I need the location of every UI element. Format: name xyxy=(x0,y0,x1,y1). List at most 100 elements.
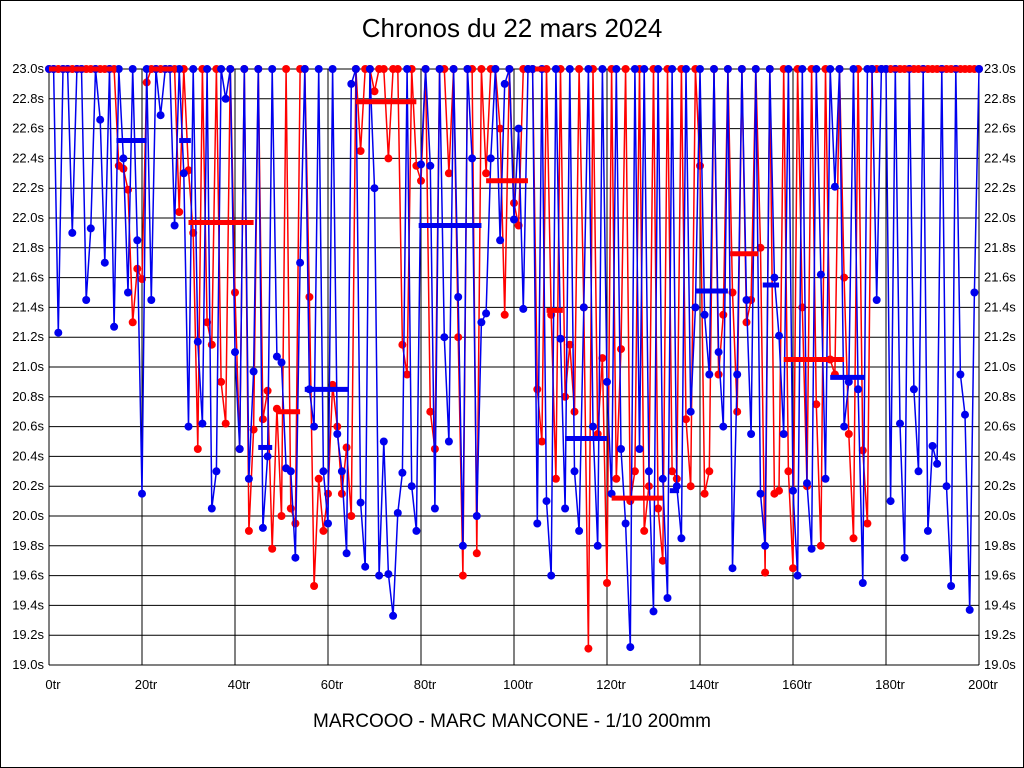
data-point-marker xyxy=(603,377,611,386)
data-point-marker xyxy=(589,422,597,431)
data-point-marker xyxy=(435,65,444,73)
data-point-marker xyxy=(477,318,486,327)
data-point-marker xyxy=(328,65,337,73)
data-point-marker xyxy=(593,430,602,438)
data-point-marker xyxy=(933,459,942,468)
data-point-marker xyxy=(584,644,593,653)
data-point-marker xyxy=(458,541,467,550)
data-point-marker xyxy=(310,422,319,431)
data-point-marker xyxy=(686,482,695,491)
data-point-marker xyxy=(138,489,146,498)
data-point-marker xyxy=(193,445,202,453)
data-point-marker xyxy=(463,65,472,73)
data-point-marker xyxy=(124,288,132,297)
data-point-marker xyxy=(882,65,890,73)
data-point-marker xyxy=(830,182,839,191)
svg-text:80tr: 80tr xyxy=(414,677,437,692)
data-point-marker xyxy=(277,512,286,520)
data-point-marker xyxy=(561,392,570,401)
data-point-marker xyxy=(68,228,77,237)
svg-text:20.6s: 20.6s xyxy=(984,419,1016,434)
data-point-marker xyxy=(812,65,821,73)
svg-text:23.0s: 23.0s xyxy=(12,61,44,76)
data-point-marker xyxy=(542,497,551,506)
svg-text:19.6s: 19.6s xyxy=(12,568,44,583)
data-point-marker xyxy=(254,65,263,73)
data-point-marker xyxy=(533,385,542,394)
data-point-marker xyxy=(696,65,704,73)
data-point-marker xyxy=(710,65,718,73)
data-point-marker xyxy=(96,115,105,124)
data-point-marker xyxy=(454,333,463,342)
svg-text:20.2s: 20.2s xyxy=(12,478,44,493)
svg-text:20.8s: 20.8s xyxy=(12,389,44,404)
data-point-marker xyxy=(970,288,979,297)
data-point-marker xyxy=(961,410,969,419)
data-point-marker xyxy=(593,541,602,550)
data-point-marker xyxy=(733,407,742,416)
data-point-marker xyxy=(207,340,216,349)
data-point-marker xyxy=(417,160,425,169)
data-point-marker xyxy=(956,370,965,379)
data-point-marker xyxy=(184,422,193,431)
data-point-marker xyxy=(747,430,756,438)
data-point-marker xyxy=(682,65,690,73)
data-point-marker xyxy=(561,504,570,513)
data-point-marker xyxy=(565,65,574,73)
data-point-marker xyxy=(114,65,123,73)
data-point-marker xyxy=(258,523,267,532)
data-point-marker xyxy=(807,544,816,553)
data-point-marker xyxy=(630,467,639,476)
data-point-marker xyxy=(226,65,235,73)
data-point-marker xyxy=(714,370,723,379)
svg-text:20.4s: 20.4s xyxy=(984,448,1016,463)
data-point-marker xyxy=(840,422,849,431)
data-point-marker xyxy=(319,526,328,535)
svg-text:21.6s: 21.6s xyxy=(984,270,1016,285)
data-point-marker xyxy=(393,65,402,73)
data-point-marker xyxy=(858,446,867,455)
data-point-marker xyxy=(793,571,802,580)
data-point-marker xyxy=(263,386,272,395)
data-point-marker xyxy=(333,430,342,438)
data-point-marker xyxy=(849,65,858,73)
data-point-marker xyxy=(440,333,449,342)
data-point-marker xyxy=(156,111,165,120)
data-point-marker xyxy=(700,310,709,319)
data-point-marker xyxy=(314,65,323,73)
data-point-marker xyxy=(54,328,63,337)
data-point-marker xyxy=(784,467,793,476)
data-point-marker xyxy=(579,303,588,312)
data-point-marker xyxy=(826,65,835,73)
svg-text:160tr: 160tr xyxy=(782,677,812,692)
data-point-marker xyxy=(379,437,388,446)
data-point-marker xyxy=(319,467,328,476)
y-axis-labels-right: 23.0s 22.8s 22.6s 22.4s 22.2s 22.0s 21.8s 21.6s… xyxy=(984,61,1016,672)
data-point-marker xyxy=(942,482,951,491)
data-point-marker xyxy=(640,65,649,73)
data-point-marker xyxy=(835,65,844,73)
data-point-marker xyxy=(217,377,226,386)
svg-text:21.4s: 21.4s xyxy=(984,299,1016,314)
data-point-marker xyxy=(658,474,667,483)
data-point-marker xyxy=(519,304,528,313)
data-point-marker xyxy=(384,570,393,579)
data-point-marker xyxy=(133,236,142,245)
data-point-marker xyxy=(482,309,491,318)
data-point-marker xyxy=(510,215,518,224)
data-point-marker xyxy=(849,534,858,543)
data-point-marker xyxy=(658,556,667,565)
data-point-marker xyxy=(421,65,430,73)
data-point-marker xyxy=(496,124,505,133)
svg-text:20.6s: 20.6s xyxy=(12,419,44,434)
data-point-marker xyxy=(212,467,221,476)
svg-text:120tr: 120tr xyxy=(596,677,626,692)
y-axis-labels-left: 23.0s 22.8s 22.6s 22.4s 22.2s 22.0s 21.8s 21.6s… xyxy=(12,61,44,672)
data-point-marker xyxy=(482,169,491,178)
data-point-marker xyxy=(923,526,932,535)
svg-text:20.8s: 20.8s xyxy=(984,389,1016,404)
svg-text:140tr: 140tr xyxy=(689,677,719,692)
data-point-marker xyxy=(379,65,388,73)
data-point-marker xyxy=(742,318,751,327)
data-point-marker xyxy=(375,571,384,580)
